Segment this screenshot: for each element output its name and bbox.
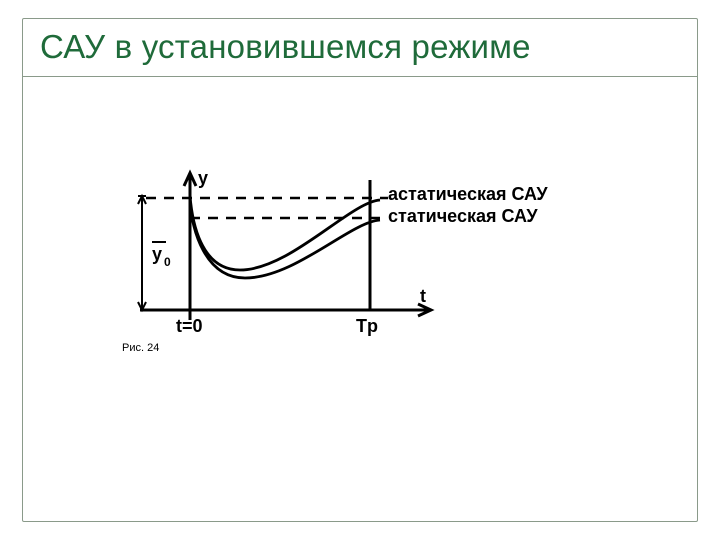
- curve-astatic: [190, 196, 380, 270]
- y0-label: y: [152, 244, 162, 264]
- y0-sub: 0: [164, 255, 171, 269]
- figure-caption: Рис. 24: [122, 342, 159, 354]
- slide-title: САУ в установившемся режиме: [40, 28, 531, 66]
- title-underline: [22, 76, 698, 77]
- origin-label: t=0: [176, 316, 203, 336]
- x-axis-label: t: [420, 286, 426, 306]
- figure-svg: y t t=0 Tp y 0 астатическая САУ статичес…: [120, 160, 580, 360]
- slide: САУ в установившемся режиме: [0, 0, 720, 540]
- response-figure: y t t=0 Tp y 0 астатическая САУ статичес…: [120, 160, 580, 360]
- label-static: статическая САУ: [388, 206, 538, 226]
- y-axis-label: y: [198, 168, 208, 188]
- label-astatic: астатическая САУ: [388, 184, 548, 204]
- tp-label: Tp: [356, 316, 378, 336]
